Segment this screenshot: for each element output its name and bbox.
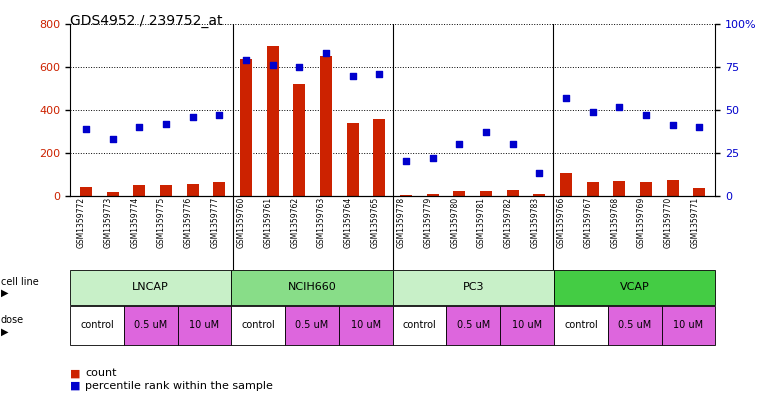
Point (693, 124, 705, 130)
Bar (347, 123, 358, 196)
Bar (560, 173, 572, 196)
Text: GSM1359774: GSM1359774 (130, 197, 139, 248)
Point (186, 114, 199, 120)
Bar (454, 191, 465, 196)
Text: ■: ■ (70, 381, 81, 391)
Text: 0.5 uM: 0.5 uM (134, 320, 167, 331)
Text: GSM1359780: GSM1359780 (451, 197, 460, 248)
Text: GSM1359772: GSM1359772 (77, 197, 86, 248)
Bar (240, 59, 252, 196)
Bar (160, 185, 172, 196)
Bar (507, 190, 519, 196)
Bar (186, 184, 199, 196)
Text: GDS4952 / 239752_at: GDS4952 / 239752_at (70, 14, 222, 28)
Point (373, 71, 385, 77)
Text: GSM1359776: GSM1359776 (183, 197, 193, 248)
Bar (320, 57, 332, 196)
Point (240, 57, 252, 64)
Bar (667, 180, 679, 196)
Bar (133, 185, 145, 196)
Text: 10 uM: 10 uM (351, 320, 380, 331)
Text: control: control (241, 320, 275, 331)
Text: dose: dose (1, 314, 24, 325)
Text: GSM1359782: GSM1359782 (504, 197, 513, 248)
Text: GSM1359766: GSM1359766 (557, 197, 566, 248)
Point (667, 122, 679, 129)
Point (400, 158, 412, 165)
Text: GSM1359762: GSM1359762 (291, 197, 299, 248)
Text: 10 uM: 10 uM (189, 320, 219, 331)
Point (320, 50, 332, 57)
Bar (587, 182, 599, 196)
Bar (640, 182, 652, 196)
Text: VCAP: VCAP (619, 283, 650, 292)
Point (480, 129, 492, 136)
Bar (293, 84, 305, 196)
Point (454, 141, 466, 147)
Text: GSM1359771: GSM1359771 (690, 197, 699, 248)
Point (80, 126, 92, 132)
Point (107, 136, 119, 142)
Bar (266, 46, 279, 196)
Text: ▶: ▶ (1, 288, 8, 298)
Text: NCIH660: NCIH660 (288, 283, 336, 292)
Point (507, 141, 519, 147)
Text: cell line: cell line (1, 277, 39, 287)
Point (133, 124, 145, 130)
Text: 0.5 uM: 0.5 uM (457, 320, 490, 331)
Point (160, 121, 172, 127)
Text: GSM1359773: GSM1359773 (103, 197, 113, 248)
Bar (400, 195, 412, 196)
Text: LNCAP: LNCAP (132, 283, 169, 292)
Bar (107, 192, 119, 196)
Text: GSM1359778: GSM1359778 (397, 197, 406, 248)
Point (427, 155, 439, 161)
Text: GSM1359764: GSM1359764 (344, 197, 352, 248)
Text: GSM1359777: GSM1359777 (210, 197, 219, 248)
Text: GSM1359767: GSM1359767 (584, 197, 593, 248)
Text: GSM1359769: GSM1359769 (637, 197, 646, 248)
Text: GSM1359775: GSM1359775 (157, 197, 166, 248)
Text: 10 uM: 10 uM (512, 320, 542, 331)
Point (587, 108, 599, 115)
Text: GSM1359768: GSM1359768 (610, 197, 619, 248)
Point (560, 95, 572, 101)
Bar (480, 191, 492, 196)
Bar (533, 194, 546, 196)
Text: 0.5 uM: 0.5 uM (618, 320, 651, 331)
Text: count: count (85, 368, 116, 378)
Point (213, 112, 225, 118)
Point (640, 112, 652, 118)
Text: ▶: ▶ (1, 326, 8, 336)
Text: GSM1359763: GSM1359763 (317, 197, 326, 248)
Text: GSM1359779: GSM1359779 (424, 197, 433, 248)
Text: control: control (80, 320, 114, 331)
Text: ■: ■ (70, 368, 81, 378)
Text: percentile rank within the sample: percentile rank within the sample (85, 381, 273, 391)
Bar (213, 182, 225, 196)
Text: GSM1359765: GSM1359765 (371, 197, 379, 248)
Bar (427, 194, 438, 196)
Point (293, 64, 305, 70)
Text: 0.5 uM: 0.5 uM (295, 320, 329, 331)
Text: GSM1359781: GSM1359781 (477, 197, 486, 248)
Text: GSM1359761: GSM1359761 (263, 197, 272, 248)
Text: GSM1359770: GSM1359770 (664, 197, 673, 248)
Text: control: control (403, 320, 437, 331)
Text: 10 uM: 10 uM (673, 320, 703, 331)
Bar (693, 187, 705, 196)
Bar (80, 187, 92, 196)
Text: GSM1359783: GSM1359783 (530, 197, 540, 248)
Point (346, 73, 358, 79)
Point (613, 103, 626, 110)
Bar (374, 119, 385, 196)
Point (533, 170, 546, 176)
Text: control: control (564, 320, 598, 331)
Bar (613, 181, 626, 196)
Text: GSM1359760: GSM1359760 (237, 197, 246, 248)
Point (266, 62, 279, 69)
Text: PC3: PC3 (463, 283, 484, 292)
